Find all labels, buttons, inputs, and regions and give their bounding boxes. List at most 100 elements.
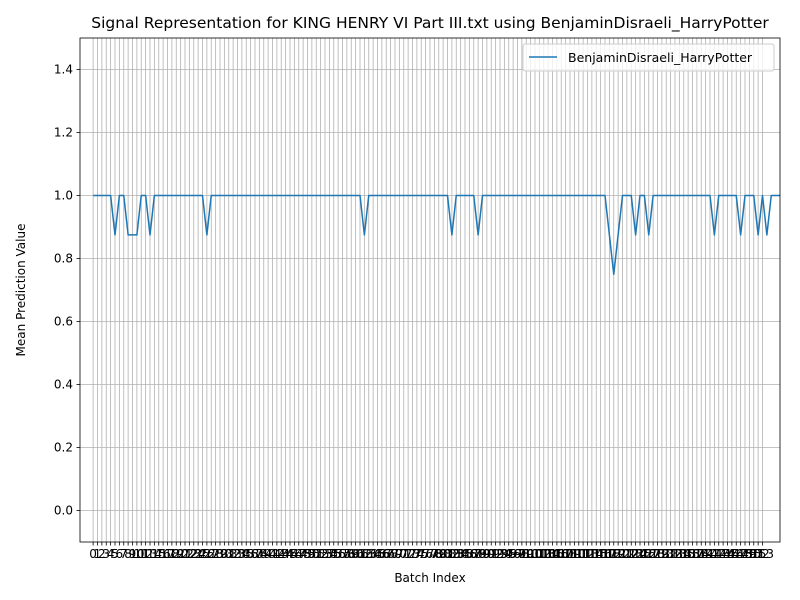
x-tick-label: 122 <box>615 547 638 561</box>
x-tick-label: 59 <box>344 547 359 561</box>
x-tick-label: 35 <box>239 547 254 561</box>
x-axis-title: Batch Index <box>394 571 465 585</box>
x-tick-label: 43 <box>274 547 289 561</box>
x-tick-label: 119 <box>602 547 625 561</box>
x-tick-label: 21 <box>177 547 192 561</box>
x-tick-label: 62 <box>357 547 372 561</box>
x-tick-label: 127 <box>637 547 660 561</box>
x-tick-label: 41 <box>265 547 280 561</box>
x-tick-label: 11 <box>134 547 149 561</box>
x-tick-label: 66 <box>374 547 389 561</box>
x-tick-label: 98 <box>514 547 529 561</box>
x-tick-label: 5 <box>111 547 119 561</box>
x-tick-label: 61 <box>352 547 367 561</box>
x-tick-label: 90 <box>479 547 494 561</box>
x-tick-label: 136 <box>677 547 700 561</box>
x-tick-label: 138 <box>685 547 708 561</box>
x-tick-label: 110 <box>563 547 586 561</box>
y-tick-label: 0.4 <box>54 378 73 392</box>
y-tick-label: 0.6 <box>54 315 73 329</box>
x-tick-label: 70 <box>392 547 407 561</box>
x-tick-label: 142 <box>703 547 726 561</box>
x-tick-label: 147 <box>725 547 748 561</box>
x-tick-label: 137 <box>681 547 704 561</box>
x-tick-label: 92 <box>488 547 503 561</box>
x-tick-label: 117 <box>594 547 617 561</box>
x-tick-label: 74 <box>409 547 424 561</box>
x-tick-label: 89 <box>475 547 490 561</box>
x-axis-ticks: 0123456789101112131415161718192021222324… <box>89 542 774 561</box>
x-tick-label: 93 <box>492 547 507 561</box>
y-tick-label: 1.2 <box>54 126 73 140</box>
x-tick-label: 27 <box>204 547 219 561</box>
x-tick-label: 73 <box>405 547 420 561</box>
y-axis-ticks: 0.0 0.2 0.4 0.6 0.8 1.0 1.2 1.4 <box>54 63 80 518</box>
x-tick-label: 56 <box>330 547 345 561</box>
x-tick-label: 48 <box>295 547 310 561</box>
x-tick-label: 49 <box>300 547 315 561</box>
x-tick-label: 39 <box>256 547 271 561</box>
x-tick-label: 55 <box>326 547 341 561</box>
x-tick-label: 54 <box>322 547 337 561</box>
x-tick-label: 1 <box>94 547 102 561</box>
x-tick-label: 17 <box>160 547 175 561</box>
x-tick-label: 0 <box>89 547 97 561</box>
x-tick-label: 4 <box>107 547 115 561</box>
x-tick-label: 9 <box>129 547 137 561</box>
x-tick-label: 57 <box>335 547 350 561</box>
x-tick-label: 132 <box>659 547 682 561</box>
x-tick-label: 78 <box>427 547 442 561</box>
x-tick-label: 10 <box>129 547 144 561</box>
x-tick-label: 33 <box>230 547 245 561</box>
x-tick-label: 114 <box>580 547 603 561</box>
legend-label: BenjaminDisraeli_HarryPotter <box>568 50 753 65</box>
x-tick-label: 118 <box>598 547 621 561</box>
x-tick-label: 149 <box>734 547 757 561</box>
x-tick-label: 75 <box>414 547 429 561</box>
x-tick-label: 68 <box>383 547 398 561</box>
x-tick-label: 51 <box>309 547 324 561</box>
x-tick-label: 124 <box>624 547 647 561</box>
x-tick-label: 112 <box>572 547 595 561</box>
x-tick-label: 106 <box>545 547 568 561</box>
x-tick-label: 146 <box>720 547 743 561</box>
x-tick-label: 129 <box>646 547 669 561</box>
x-tick-label: 58 <box>339 547 354 561</box>
chart-title: Signal Representation for KING HENRY VI … <box>91 14 769 33</box>
x-tick-label: 2 <box>98 547 106 561</box>
x-tick-label: 23 <box>186 547 201 561</box>
x-tick-label: 150 <box>738 547 761 561</box>
x-tick-label: 6 <box>116 547 124 561</box>
x-tick-label: 36 <box>243 547 258 561</box>
x-tick-label: 76 <box>418 547 433 561</box>
x-tick-label: 100 <box>519 547 542 561</box>
x-tick-label: 94 <box>497 547 512 561</box>
x-tick-label: 52 <box>313 547 328 561</box>
x-tick-label: 131 <box>655 547 678 561</box>
x-tick-label: 135 <box>672 547 695 561</box>
x-tick-label: 31 <box>221 547 236 561</box>
x-tick-label: 120 <box>607 547 630 561</box>
x-tick-label: 82 <box>444 547 459 561</box>
x-tick-label: 8 <box>124 547 132 561</box>
x-tick-label: 141 <box>699 547 722 561</box>
x-tick-label: 103 <box>532 547 555 561</box>
x-tick-label: 153 <box>751 547 774 561</box>
x-tick-label: 67 <box>379 547 394 561</box>
x-tick-label: 65 <box>370 547 385 561</box>
y-axis-title: Mean Prediction Value <box>14 224 28 357</box>
y-tick-label: 1.0 <box>54 189 73 203</box>
x-tick-label: 95 <box>501 547 516 561</box>
x-tick-label: 108 <box>554 547 577 561</box>
x-tick-label: 29 <box>212 547 227 561</box>
x-tick-label: 123 <box>620 547 643 561</box>
x-tick-label: 24 <box>190 547 205 561</box>
x-tick-label: 46 <box>287 547 302 561</box>
x-tick-label: 64 <box>365 547 380 561</box>
x-tick-label: 37 <box>247 547 262 561</box>
series-line <box>93 194 780 275</box>
x-tick-label: 97 <box>510 547 525 561</box>
x-tick-label: 34 <box>234 547 249 561</box>
x-tick-label: 115 <box>585 547 608 561</box>
